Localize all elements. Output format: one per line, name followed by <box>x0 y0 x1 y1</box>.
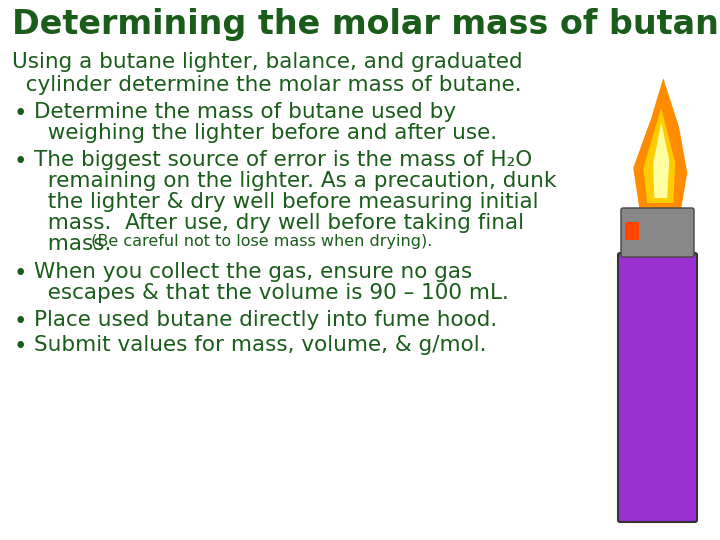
Text: the lighter & dry well before measuring initial: the lighter & dry well before measuring … <box>34 192 539 212</box>
Bar <box>625 222 639 240</box>
Text: Using a butane lighter, balance, and graduated: Using a butane lighter, balance, and gra… <box>12 52 523 72</box>
Text: Determining the molar mass of butane: Determining the molar mass of butane <box>12 8 720 41</box>
Polygon shape <box>634 78 688 208</box>
Text: Determine the mass of butane used by: Determine the mass of butane used by <box>34 102 456 122</box>
Text: •: • <box>14 310 27 333</box>
Text: When you collect the gas, ensure no gas: When you collect the gas, ensure no gas <box>34 262 472 282</box>
Text: remaining on the lighter. As a precaution, dunk: remaining on the lighter. As a precautio… <box>34 171 557 191</box>
Polygon shape <box>643 108 675 203</box>
Text: The biggest source of error is the mass of H₂O: The biggest source of error is the mass … <box>34 150 532 170</box>
Polygon shape <box>653 123 670 198</box>
FancyBboxPatch shape <box>621 208 694 257</box>
Text: •: • <box>14 262 27 285</box>
Text: •: • <box>14 150 27 173</box>
Text: escapes & that the volume is 90 – 100 mL.: escapes & that the volume is 90 – 100 mL… <box>34 283 509 303</box>
Text: •: • <box>14 335 27 358</box>
Text: Submit values for mass, volume, & g/mol.: Submit values for mass, volume, & g/mol. <box>34 335 487 355</box>
Text: •: • <box>14 102 27 125</box>
Text: Place used butane directly into fume hood.: Place used butane directly into fume hoo… <box>34 310 498 330</box>
Text: cylinder determine the molar mass of butane.: cylinder determine the molar mass of but… <box>12 75 521 95</box>
Text: mass.  After use, dry well before taking final: mass. After use, dry well before taking … <box>34 213 524 233</box>
Text: (Be careful not to lose mass when drying).: (Be careful not to lose mass when drying… <box>86 234 433 249</box>
Text: mass.: mass. <box>34 234 112 254</box>
Text: weighing the lighter before and after use.: weighing the lighter before and after us… <box>34 123 497 143</box>
FancyBboxPatch shape <box>618 253 697 522</box>
